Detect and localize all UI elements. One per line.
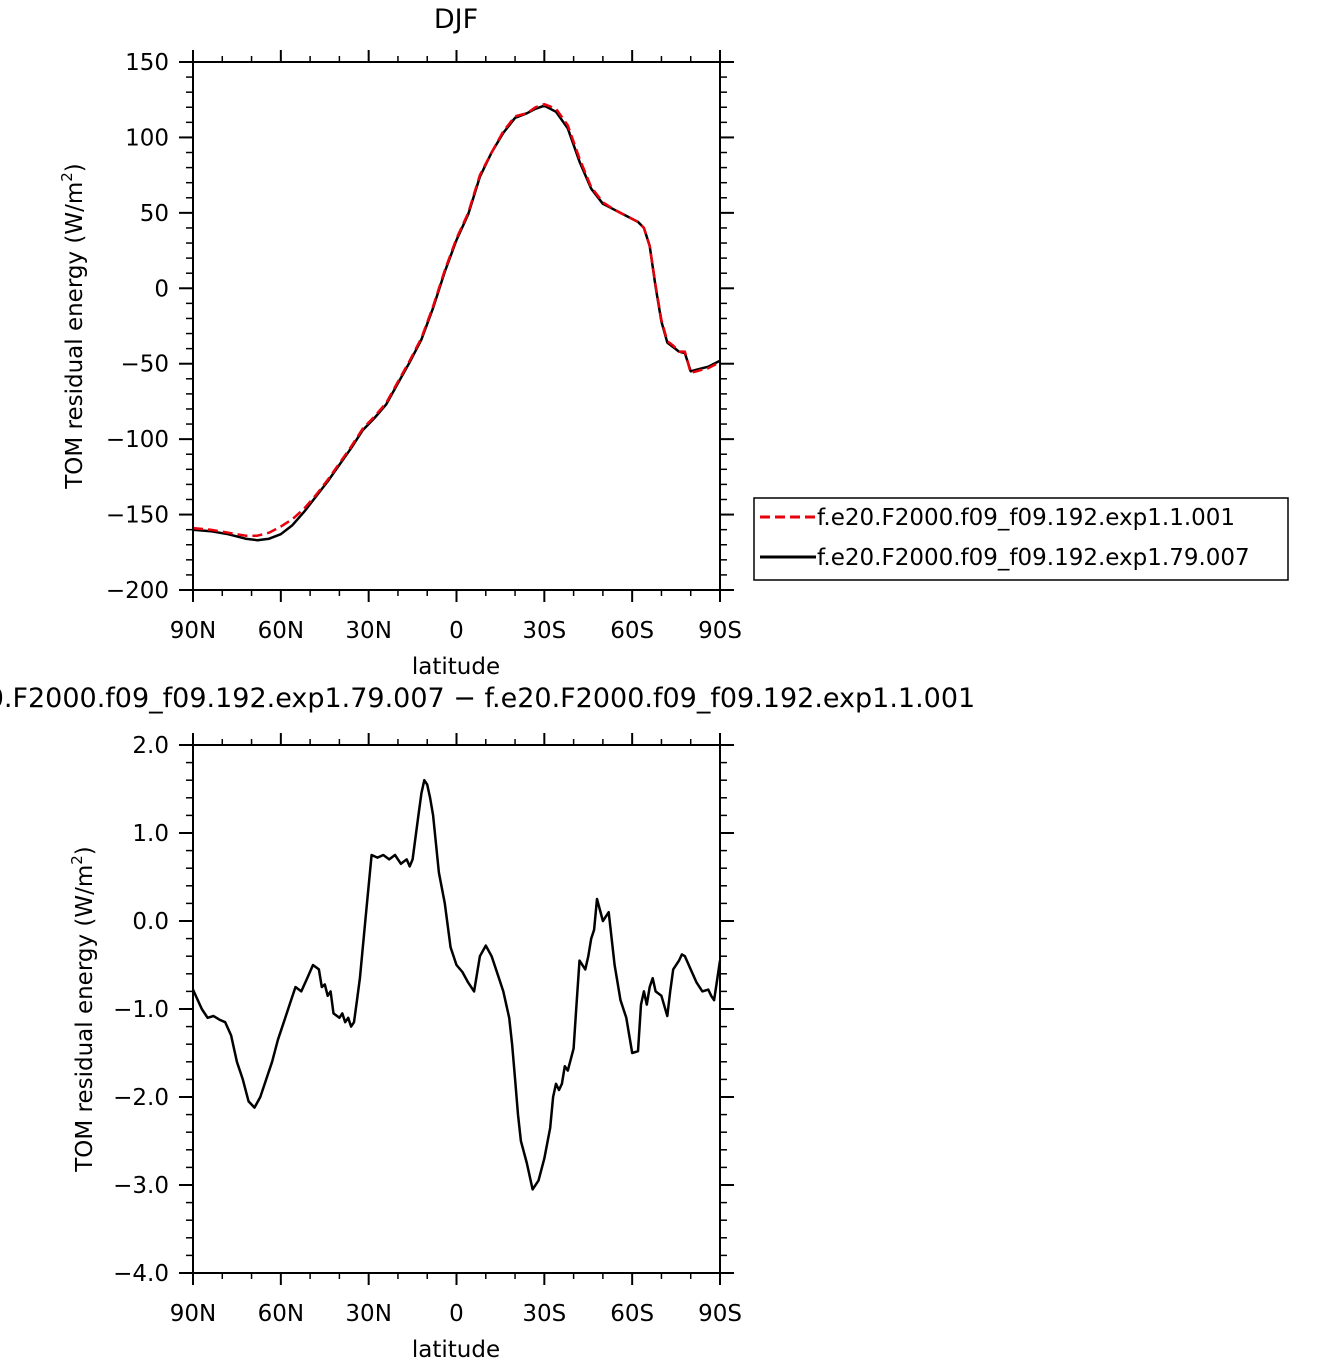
x-tick-label: 90N — [170, 618, 216, 644]
y-tick-label: −1.0 — [113, 997, 169, 1023]
y-tick-label: −100 — [106, 427, 169, 453]
legend: f.e20.F2000.f09_f09.192.exp1.1.001 f.e20… — [753, 497, 1289, 581]
top-plot: DJF 90N 60N 30N 0 30S 60S 90S 150 100 50 0 −50 −100 −… — [58, 4, 1289, 680]
bottom-plot-series — [191, 778, 722, 1191]
top-plot-frame — [192, 61, 721, 591]
series-line-0 — [191, 778, 722, 1191]
bottom-plot-ylabel: TOM residual energy (W/m2) — [68, 846, 98, 1173]
y-tick-label: −200 — [106, 578, 169, 604]
series-line-0 — [192, 102, 721, 537]
y-tick-label: 100 — [125, 125, 169, 151]
top-plot-ticks: 90N 60N 30N 0 30S 60S 90S 150 100 50 0 −50 −100 −150 −… — [106, 50, 742, 644]
x-tick-label: 30S — [522, 1301, 566, 1327]
x-tick-label: 0 — [449, 1301, 464, 1327]
top-plot-ylabel: TOM residual energy (W/m2) — [58, 163, 88, 490]
x-tick-label: 30S — [522, 618, 566, 644]
top-plot-series — [192, 102, 721, 542]
x-tick-label: 60N — [258, 618, 304, 644]
x-tick-label: 60S — [610, 618, 654, 644]
y-tick-label: 1.0 — [132, 821, 169, 847]
x-tick-label: 30N — [345, 1301, 391, 1327]
x-tick-label: 60N — [258, 1301, 304, 1327]
y-tick-label: −3.0 — [113, 1173, 169, 1199]
top-plot-xlabel: latitude — [412, 654, 500, 680]
legend-box — [753, 497, 1289, 581]
legend-label-1: f.e20.F2000.f09_f09.192.exp1.79.007 — [817, 545, 1250, 571]
y-tick-label: −4.0 — [113, 1261, 169, 1287]
x-tick-label: 90S — [698, 1301, 742, 1327]
x-tick-label: 30N — [345, 618, 391, 644]
legend-label-0: f.e20.F2000.f09_f09.192.exp1.1.001 — [817, 505, 1235, 531]
bottom-plot-ticks: 90N 60N 30N 0 30S 60S 90S 2.0 1.0 0.0 −1.0 −2.0 −3.0… — [113, 733, 742, 1327]
x-tick-label: 0 — [449, 618, 464, 644]
y-tick-label: 2.0 — [132, 733, 169, 759]
bottom-plot-title: f.e20.F2000.f09_f09.192.exp1.79.007 − f.… — [0, 683, 975, 714]
x-tick-label: 90N — [170, 1301, 216, 1327]
bottom-plot: f.e20.F2000.f09_f09.192.exp1.79.007 − f.… — [0, 683, 975, 1363]
y-tick-label: 150 — [125, 50, 169, 76]
bottom-plot-xlabel: latitude — [412, 1337, 500, 1363]
x-tick-label: 60S — [610, 1301, 654, 1327]
y-tick-label: −50 — [120, 352, 169, 378]
y-tick-label: 0.0 — [132, 909, 169, 935]
series-line-1 — [192, 104, 721, 542]
y-tick-label: 50 — [140, 201, 169, 227]
top-plot-title: DJF — [434, 4, 478, 35]
x-tick-label: 90S — [698, 618, 742, 644]
y-tick-label: −2.0 — [113, 1085, 169, 1111]
y-tick-label: −150 — [106, 503, 169, 529]
y-tick-label: 0 — [154, 276, 169, 302]
